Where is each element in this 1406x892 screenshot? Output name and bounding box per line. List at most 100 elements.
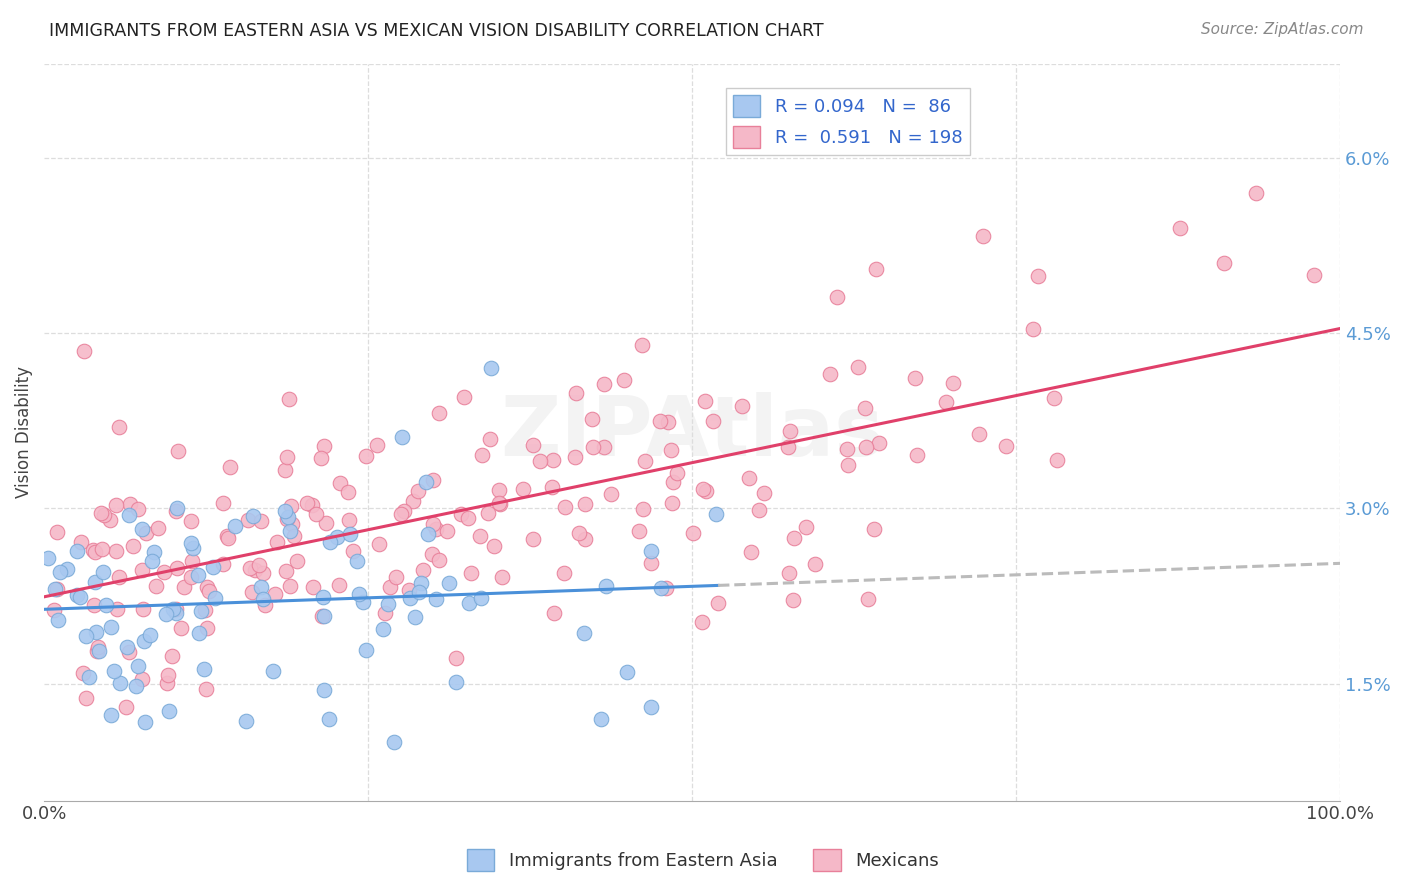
Point (77, 669, 100, 683)
Point (84, 545, 107, 559)
Point (1022, 322, 1045, 336)
Point (90, 506, 112, 520)
Point (134, 634, 156, 648)
Point (165, 504, 187, 518)
Point (444, 675, 467, 690)
Point (250, 581, 273, 595)
Point (593, 440, 616, 454)
Text: IMMIGRANTS FROM EASTERN ASIA VS MEXICAN VISION DISABILITY CORRELATION CHART: IMMIGRANTS FROM EASTERN ASIA VS MEXICAN … (49, 22, 824, 40)
Point (565, 385, 588, 400)
Point (779, 424, 801, 438)
Point (165, 602, 187, 616)
Point (166, 500, 188, 515)
Point (377, 598, 399, 612)
Point (682, 526, 704, 541)
Point (470, 529, 492, 543)
Point (730, 399, 752, 413)
Point (165, 606, 187, 620)
Point (243, 563, 266, 577)
Point (143, 544, 166, 558)
Point (56, 562, 79, 576)
Point (489, 498, 512, 512)
Point (173, 580, 195, 594)
Point (382, 735, 405, 749)
Point (415, 475, 437, 489)
Point (748, 503, 770, 517)
Point (319, 535, 342, 549)
Point (399, 591, 422, 605)
Point (553, 566, 575, 580)
Point (628, 524, 651, 538)
Point (398, 583, 420, 598)
Point (477, 506, 499, 520)
Point (167, 444, 190, 458)
Point (277, 392, 299, 406)
Point (661, 475, 683, 489)
Point (224, 519, 246, 533)
Point (274, 565, 297, 579)
Point (254, 598, 277, 612)
Point (312, 591, 335, 605)
Point (835, 442, 858, 456)
Point (180, 536, 202, 550)
Point (105, 544, 128, 558)
Point (162, 648, 184, 663)
Point (311, 451, 333, 466)
Point (278, 579, 301, 593)
Point (1046, 452, 1069, 467)
Point (302, 580, 325, 594)
Point (855, 440, 877, 454)
Point (865, 262, 887, 277)
Point (540, 480, 562, 494)
Point (972, 228, 994, 243)
Point (1244, 186, 1267, 200)
Point (907, 448, 929, 462)
Point (380, 580, 402, 594)
Point (1168, 220, 1191, 235)
Point (564, 450, 586, 465)
Point (98, 513, 121, 527)
Point (84, 575, 107, 590)
Point (242, 509, 264, 524)
Point (846, 359, 869, 374)
Point (280, 524, 302, 538)
Point (994, 439, 1017, 453)
Point (408, 585, 430, 599)
Legend: R = 0.094   N =  86, R =  0.591   N = 198: R = 0.094 N = 86, R = 0.591 N = 198 (725, 87, 970, 155)
Point (37, 551, 59, 566)
Point (121, 539, 143, 553)
Point (314, 608, 336, 623)
Point (87, 640, 110, 654)
Point (238, 561, 260, 575)
Point (634, 454, 657, 468)
Point (450, 507, 472, 521)
Point (631, 501, 654, 516)
Point (110, 676, 132, 690)
Point (66, 588, 89, 602)
Point (595, 579, 617, 593)
Point (156, 676, 179, 690)
Point (425, 522, 447, 536)
Point (778, 566, 800, 580)
Point (488, 483, 510, 497)
Point (512, 482, 534, 496)
Point (385, 570, 408, 584)
Point (437, 575, 460, 590)
Point (478, 432, 501, 446)
Point (522, 438, 544, 452)
Legend: Immigrants from Eastern Asia, Mexicans: Immigrants from Eastern Asia, Mexicans (460, 842, 946, 879)
Point (704, 507, 727, 521)
Point (157, 667, 180, 681)
Point (354, 449, 377, 463)
Point (640, 556, 662, 570)
Point (529, 454, 551, 468)
Point (198, 584, 221, 599)
Point (131, 522, 153, 536)
Point (115, 640, 138, 654)
Point (1303, 268, 1326, 282)
Point (427, 406, 450, 420)
Point (657, 415, 679, 429)
Point (82, 543, 104, 558)
Point (935, 395, 957, 409)
Point (190, 604, 212, 618)
